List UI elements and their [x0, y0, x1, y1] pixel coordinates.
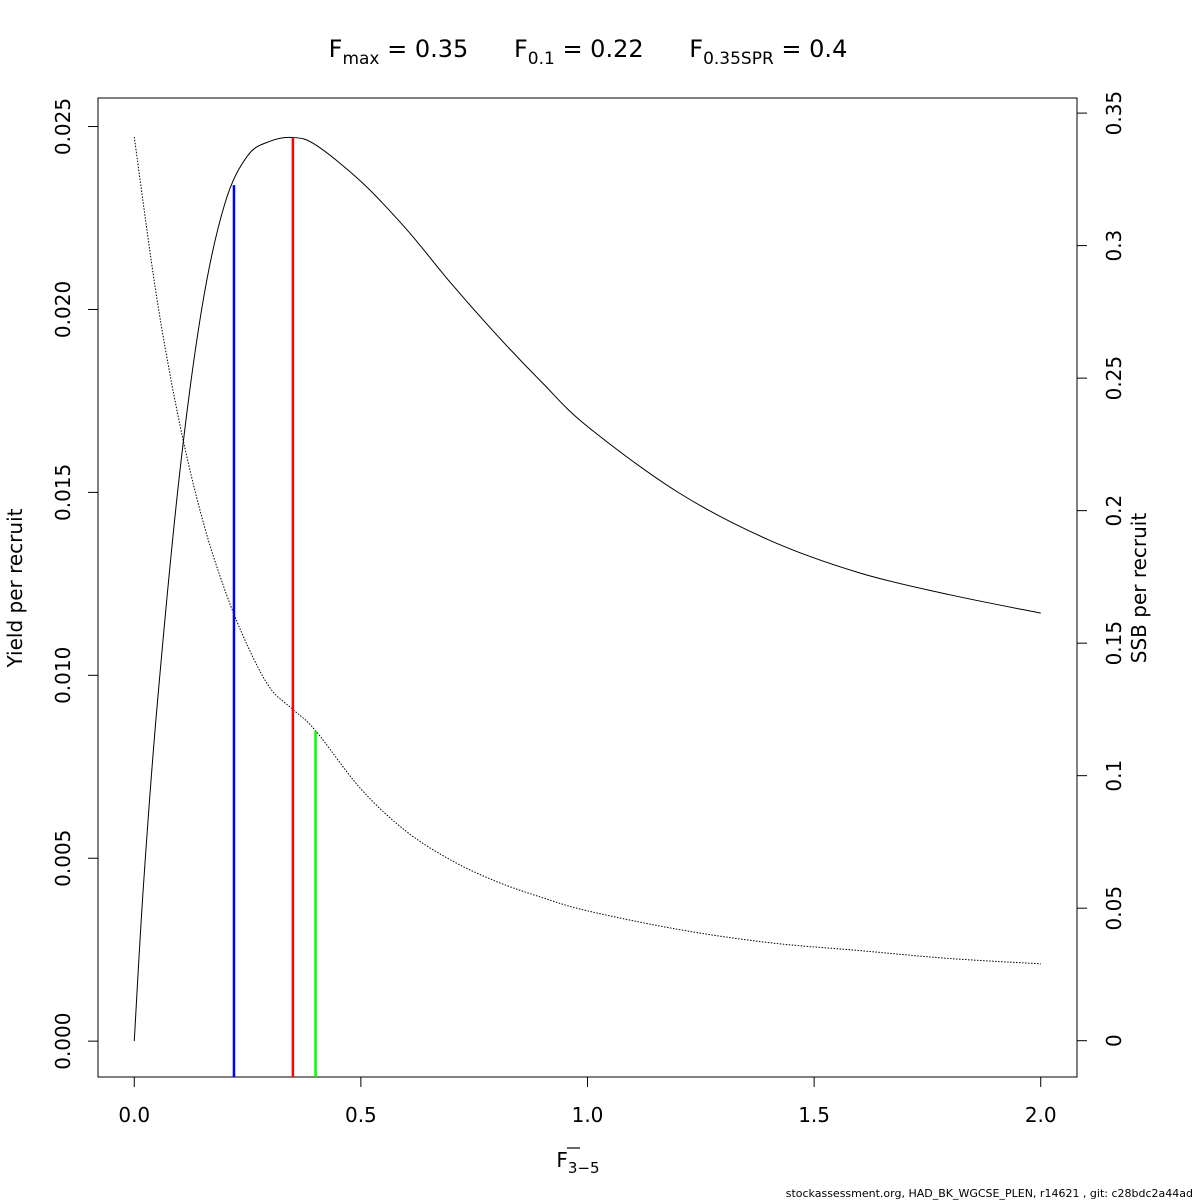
title-fspr: F0.35SPR = 0.4	[689, 35, 847, 69]
y-axis-right-label: SSB per recruit	[1127, 513, 1151, 664]
x-tick-label: 1.0	[572, 1103, 604, 1127]
ssb-per-recruit-line	[133, 136, 1041, 965]
y-left-tick-label: 0.025	[51, 98, 75, 155]
y-right-tick-label: 0.3	[1102, 230, 1126, 262]
y-left-tick-label: 0.000	[51, 1013, 75, 1070]
yield-per-recruit-line	[133, 136, 1041, 1042]
x-tick-label: 0.0	[118, 1103, 150, 1127]
svg-text:F3−5: F3−5	[556, 1148, 599, 1177]
title-fmax: Fmax = 0.35	[329, 35, 476, 69]
y-right-tick-label: 0	[1102, 1034, 1126, 1047]
y-left-tick-label: 0.005	[51, 830, 75, 887]
x-tick-label: 0.5	[345, 1103, 377, 1127]
y-right-tick-label: 0.15	[1102, 621, 1126, 666]
y-right-tick-label: 0.05	[1102, 886, 1126, 931]
footer-text: stockassessment.org, HAD_BK_WGCSE_PLEN, …	[786, 1187, 1193, 1200]
x-tick-label: 1.5	[798, 1103, 830, 1127]
y-right-tick-label: 0.2	[1102, 495, 1126, 527]
y-right-tick-label: 0.35	[1102, 91, 1126, 136]
x-axis: 0.0 0.5 1.0 1.5 2.0	[118, 1076, 1057, 1127]
y-right-tick-label: 0.25	[1102, 356, 1126, 401]
plot-layer	[133, 136, 1041, 1077]
y-right-tick-label: 0.1	[1102, 760, 1126, 792]
y-axis-right: 0 0.05 0.1 0.15 0.2 0.25 0.3 0.35	[1076, 91, 1126, 1047]
y-axis-left: 0.000 0.005 0.010 0.015 0.020 0.025	[51, 98, 99, 1070]
y-left-tick-label: 0.015	[51, 464, 75, 521]
x-axis-label: F3−5	[556, 1147, 600, 1177]
title-f01: F0.1 = 0.22	[514, 35, 651, 69]
y-left-tick-label: 0.020	[51, 281, 75, 338]
y-axis-left-label: Yield per recruit	[3, 508, 27, 668]
chart-title: Fmax = 0.35 F0.1 = 0.22 F0.35SPR = 0.4	[329, 35, 848, 69]
y-left-tick-label: 0.010	[51, 647, 75, 704]
x-tick-label: 2.0	[1025, 1103, 1057, 1127]
